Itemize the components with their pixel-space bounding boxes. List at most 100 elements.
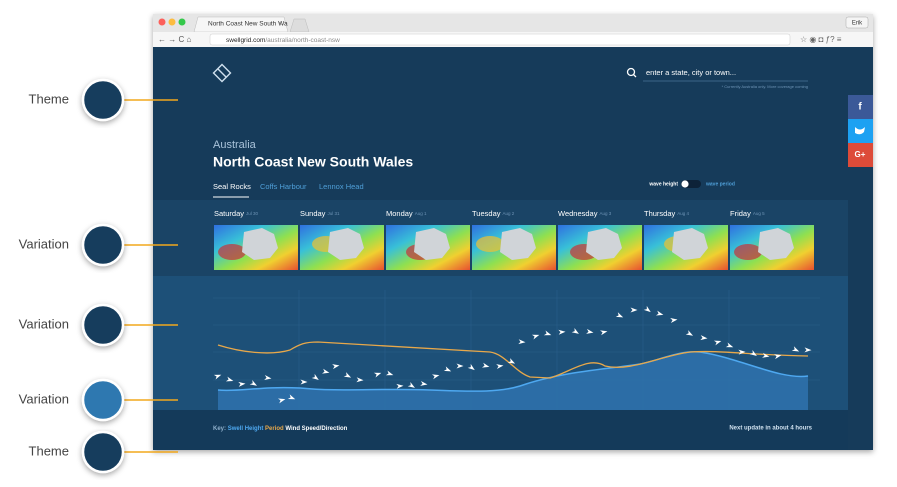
address-bar[interactable] [209, 33, 791, 46]
wind-arrow [249, 380, 258, 386]
legend: Key: Swell Height Period Wind Speed/Dire… [213, 426, 348, 432]
spot-tab[interactable]: Lennox Head [319, 182, 364, 191]
search-note: * Currently Australia only. More coverag… [722, 84, 808, 89]
annotation-swatch [81, 303, 125, 347]
australia [672, 228, 708, 260]
annotation-label: Theme [29, 91, 69, 106]
wind-arrow [670, 318, 678, 323]
extensions[interactable]: ☆ ◉ ◘ ƒ? ≡ [800, 35, 842, 44]
wind-arrow [496, 364, 504, 370]
tab-close[interactable]: × [278, 22, 282, 28]
day-label: Tuesday Aug 2 [472, 209, 515, 218]
footer [153, 410, 848, 450]
wind-arrow [600, 330, 608, 336]
map-blob [476, 236, 504, 252]
australia [328, 228, 364, 260]
australia [758, 228, 794, 260]
wind-arrow [431, 374, 440, 380]
annotation-swatch [81, 430, 125, 474]
facebook[interactable] [848, 95, 873, 119]
day-label: Monday Aug 1 [386, 209, 427, 218]
maximize[interactable] [178, 18, 186, 26]
day-name: Friday [730, 209, 751, 218]
wind-arrow [277, 398, 286, 404]
day-date: Aug 3 [599, 211, 611, 216]
wind-arrow [615, 312, 624, 318]
wind-arrow [481, 362, 490, 368]
wind-arrow [725, 342, 734, 348]
day-name: Tuesday [472, 209, 501, 218]
url: swellgrid.com/australia/north-coast-nsw [226, 37, 340, 44]
swell-area [218, 351, 808, 410]
annotation-label: Variation [19, 316, 69, 331]
day-tiles: Saturday Jul 30 Sunday Jul 31 Monday Aug 1 Tue… [214, 209, 814, 270]
spot-tab[interactable]: Coffs Harbour [260, 182, 307, 191]
annotation-label: Theme [29, 443, 69, 458]
minimize[interactable] [168, 18, 176, 26]
day-name: Thursday [644, 209, 676, 218]
wind-arrow [762, 352, 770, 358]
logo[interactable] [212, 63, 232, 83]
wind-arrow [571, 327, 579, 334]
wind-arrow [738, 349, 746, 355]
day-label: Sunday Jul 31 [300, 209, 340, 218]
wind-arrow [373, 372, 382, 378]
day-label: Wednesday Aug 3 [558, 209, 612, 218]
search-input[interactable]: enter a state, city or town... [646, 68, 736, 77]
wind-arrow [456, 363, 464, 369]
spot-tab[interactable]: Seal Rocks [213, 182, 251, 191]
wind-arrow [655, 310, 664, 316]
wind-arrow [749, 349, 757, 356]
day-label: Friday Aug 5 [730, 209, 765, 218]
wind-arrow [343, 372, 352, 378]
search-icon [626, 67, 636, 77]
wind-arrow [558, 329, 566, 335]
australia [414, 228, 450, 260]
australia [242, 228, 278, 260]
toggle-label: wave height [648, 181, 678, 187]
day-date: Aug 5 [753, 211, 765, 216]
nav-buttons[interactable]: ← → C ⌂ [158, 35, 191, 44]
profile[interactable] [845, 16, 869, 29]
wind-arrow [420, 380, 428, 386]
tab-bar [153, 14, 873, 34]
day-date: Aug 1 [415, 211, 427, 216]
day-date: Aug 2 [503, 211, 515, 216]
day-label: Thursday Aug 4 [644, 209, 690, 218]
wind-arrow [407, 382, 415, 388]
close[interactable] [158, 18, 166, 26]
profile-name: Erik [852, 21, 863, 27]
wind-arrow [332, 364, 340, 370]
annotation-swatch [81, 78, 125, 122]
wind-arrow [700, 335, 708, 341]
wind-arrow [225, 376, 234, 382]
wind-arrow [531, 334, 540, 340]
map-blob [218, 244, 246, 260]
annotations: Theme Variation Variation Variation Theme [19, 78, 178, 474]
annotation-label: Variation [19, 236, 69, 251]
wind-arrow [804, 347, 812, 353]
update-note: Next update in about 4 hours [729, 426, 812, 432]
map-blob [734, 244, 762, 260]
wind-arrow [264, 375, 272, 380]
day-name: Saturday [214, 209, 244, 218]
annotation-swatch [81, 378, 125, 422]
toggle-label: wave period [705, 181, 735, 187]
facebook-icon: f [858, 102, 862, 113]
wind-arrow [774, 354, 782, 360]
wind-arrow [311, 373, 319, 381]
day-name: Sunday [300, 209, 326, 218]
wind-arrow [630, 307, 638, 313]
google-plus[interactable] [848, 143, 873, 167]
wind-arrows [213, 305, 812, 404]
day-name: Wednesday [558, 209, 598, 218]
wind-arrow [518, 339, 526, 345]
wind-arrow [356, 377, 364, 383]
wind-arrow [685, 330, 694, 336]
period-line [217, 341, 809, 379]
wind-arrow [467, 363, 475, 371]
day-date: Aug 4 [677, 211, 689, 216]
wind-arrow [791, 346, 800, 352]
wind-arrow [287, 394, 296, 400]
